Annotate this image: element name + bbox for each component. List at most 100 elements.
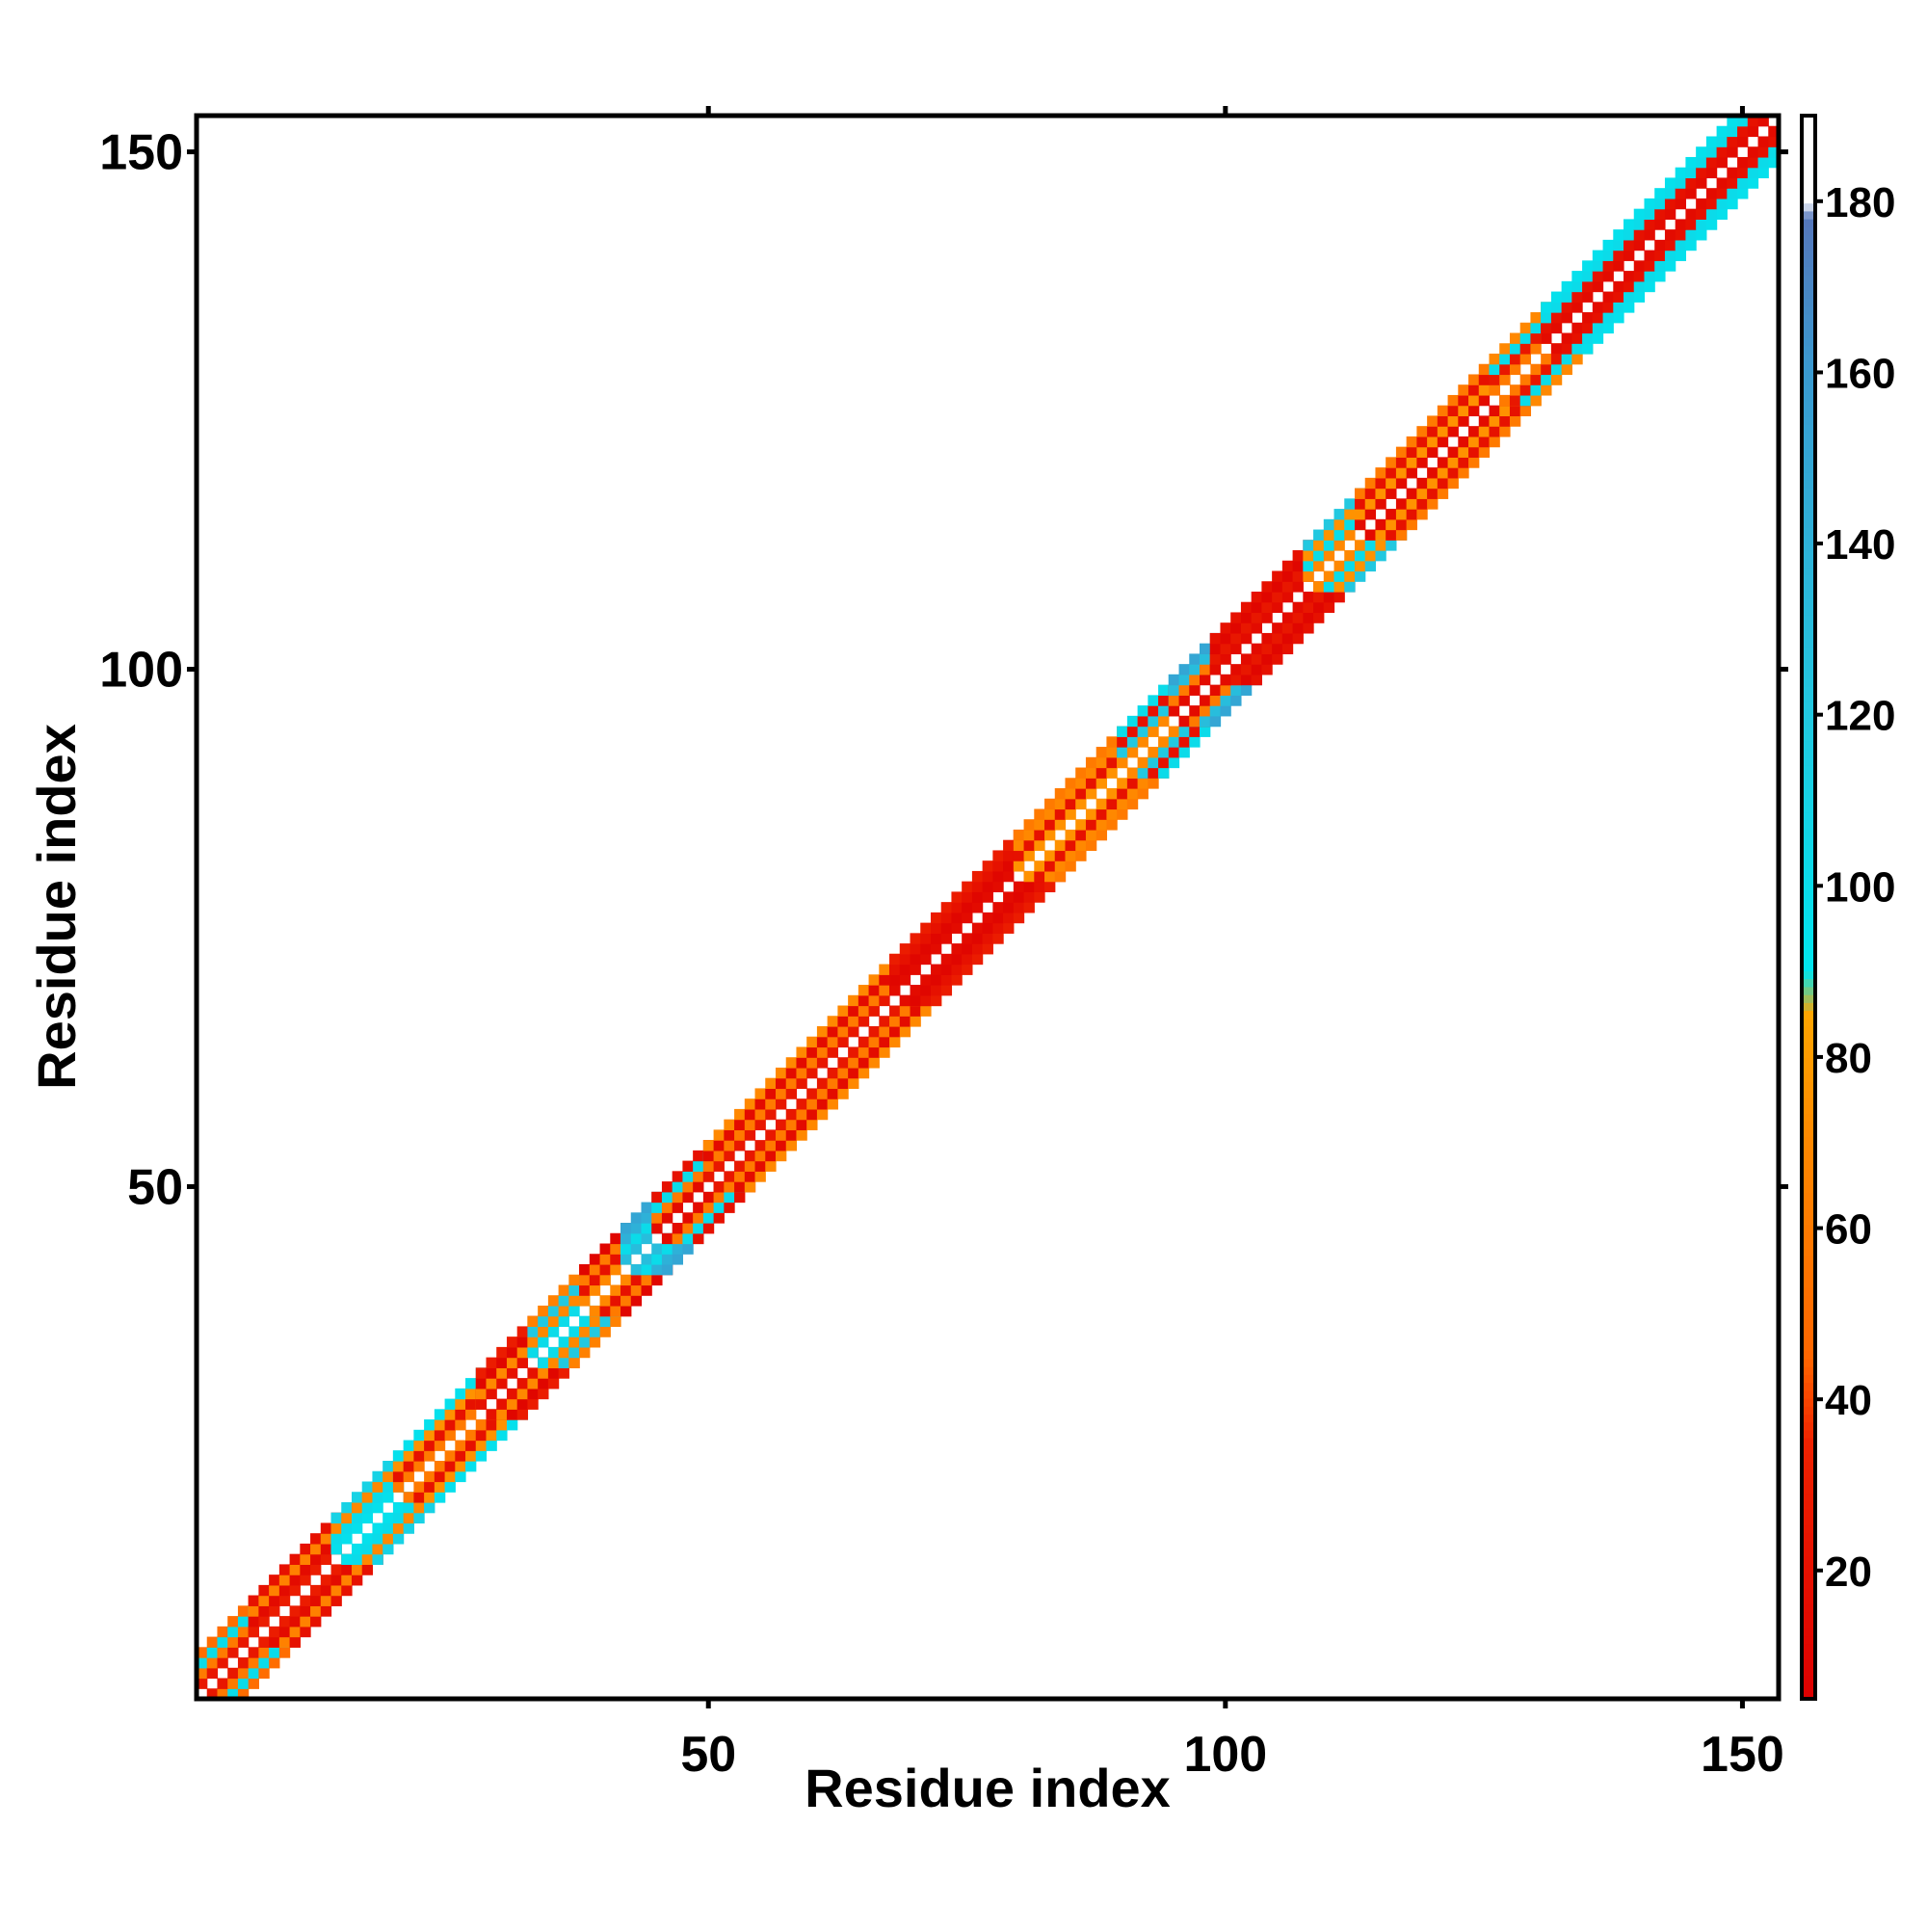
heatmap-cell — [641, 1263, 652, 1276]
colorbar-segment — [1802, 123, 1815, 133]
heatmap-cell — [1209, 653, 1222, 665]
heatmap-cell — [1303, 591, 1314, 603]
heatmap-cell — [1148, 715, 1159, 728]
heatmap-cell — [630, 1284, 643, 1296]
colorbar-segment — [1802, 1113, 1815, 1123]
heatmap-cell — [1509, 415, 1521, 427]
colorbar-segment — [1802, 1279, 1815, 1288]
heatmap-cell — [1633, 291, 1646, 303]
heatmap-cell — [506, 1357, 518, 1368]
heatmap-cell — [992, 850, 1004, 861]
heatmap-cell — [403, 1470, 414, 1483]
heatmap-cell — [971, 902, 984, 913]
heatmap-cell — [1478, 374, 1491, 385]
heatmap-cell — [1468, 405, 1480, 417]
heatmap-cell — [868, 1036, 880, 1048]
heatmap-cell — [1200, 715, 1211, 728]
heatmap-cell — [693, 1160, 704, 1172]
colorbar-segment — [1802, 479, 1815, 489]
heatmap-cell — [1292, 612, 1304, 623]
heatmap-cell — [1571, 332, 1583, 344]
colorbar-segment — [1802, 629, 1815, 639]
heatmap-cell — [1003, 922, 1015, 934]
heatmap-cell — [1427, 498, 1439, 510]
heatmap-cell — [413, 1461, 425, 1472]
heatmap-cell — [300, 1543, 311, 1555]
heatmap-cell — [1220, 705, 1231, 717]
heatmap-cell — [568, 1284, 580, 1296]
heatmap-cell — [496, 1357, 508, 1368]
heatmap-cell — [1685, 219, 1697, 230]
heatmap-cell — [1654, 208, 1666, 220]
colorbar-segment — [1802, 1493, 1815, 1502]
heatmap-cell — [1240, 674, 1253, 686]
heatmap-cell — [1344, 498, 1356, 510]
heatmap-cell — [1530, 343, 1542, 355]
heatmap-cell — [1489, 363, 1500, 376]
heatmap-cell — [682, 1191, 694, 1204]
heatmap-cell — [910, 953, 921, 966]
heatmap-cell — [237, 1605, 250, 1617]
colorbar-segment — [1802, 1089, 1815, 1098]
heatmap-cell — [1757, 116, 1769, 127]
heatmap-cell — [1509, 394, 1521, 407]
heatmap-cell — [248, 1667, 259, 1680]
heatmap-cell — [971, 953, 984, 966]
heatmap-cell — [962, 912, 973, 924]
heatmap-cell — [827, 1046, 838, 1058]
heatmap-cell — [1148, 767, 1159, 779]
heatmap-cell — [1085, 788, 1097, 800]
heatmap-cell — [1489, 415, 1500, 427]
heatmap-cell — [413, 1512, 425, 1524]
heatmap-cell — [1230, 612, 1242, 623]
heatmap-cell — [558, 1367, 569, 1379]
heatmap-cell — [1044, 798, 1056, 810]
heatmap-cell — [1106, 798, 1118, 810]
colorbar-tick-label: 140 — [1825, 521, 1895, 569]
heatmap-cell — [1148, 778, 1159, 789]
heatmap-cell — [641, 1223, 652, 1234]
heatmap-cell — [1406, 498, 1417, 510]
heatmap-cell — [403, 1522, 414, 1534]
colorbar-segment — [1802, 1335, 1815, 1344]
heatmap-cell — [206, 1647, 219, 1658]
heatmap-cell — [496, 1409, 508, 1420]
colorbar-segment — [1802, 1303, 1815, 1312]
heatmap-cell — [1654, 271, 1666, 282]
colorbar-segment — [1802, 1406, 1815, 1416]
heatmap-cell — [899, 974, 911, 986]
heatmap-cell — [693, 1223, 704, 1234]
heatmap-cell — [527, 1326, 539, 1337]
heatmap-cell — [1633, 280, 1646, 293]
heatmap-cell — [258, 1595, 270, 1606]
heatmap-cell — [672, 1191, 683, 1204]
heatmap-cell — [237, 1626, 250, 1638]
heatmap-cell — [1386, 518, 1397, 531]
colorbar-segment — [1802, 1136, 1815, 1146]
heatmap-cell — [962, 933, 973, 944]
colorbar-segment — [1802, 1453, 1815, 1463]
colorbar-segment — [1802, 1524, 1815, 1534]
heatmap-cell — [848, 1016, 859, 1027]
colorbar-segment — [1802, 242, 1815, 251]
heatmap-cell — [889, 1005, 901, 1017]
heatmap-cell — [465, 1450, 477, 1462]
heatmap-cell — [837, 1077, 849, 1090]
heatmap-cell — [765, 1160, 777, 1172]
heatmap-cell — [227, 1667, 239, 1680]
colorbar-segment — [1802, 606, 1815, 616]
heatmap-cell — [1065, 850, 1076, 861]
heatmap-cell — [951, 953, 963, 966]
heatmap-cell — [1437, 436, 1449, 448]
heatmap-cell — [816, 1036, 829, 1048]
heatmap-cell — [1768, 136, 1780, 147]
colorbar-segment — [1802, 1097, 1815, 1106]
heatmap-cell — [620, 1232, 632, 1245]
heatmap-cell — [1034, 881, 1045, 892]
heatmap-cell — [1189, 736, 1201, 748]
colorbar-segment — [1802, 1603, 1815, 1613]
colorbar-segment — [1802, 1231, 1815, 1241]
heatmap-cell — [951, 891, 963, 903]
heatmap-cell — [1395, 477, 1408, 490]
heatmap-cell — [351, 1512, 363, 1524]
